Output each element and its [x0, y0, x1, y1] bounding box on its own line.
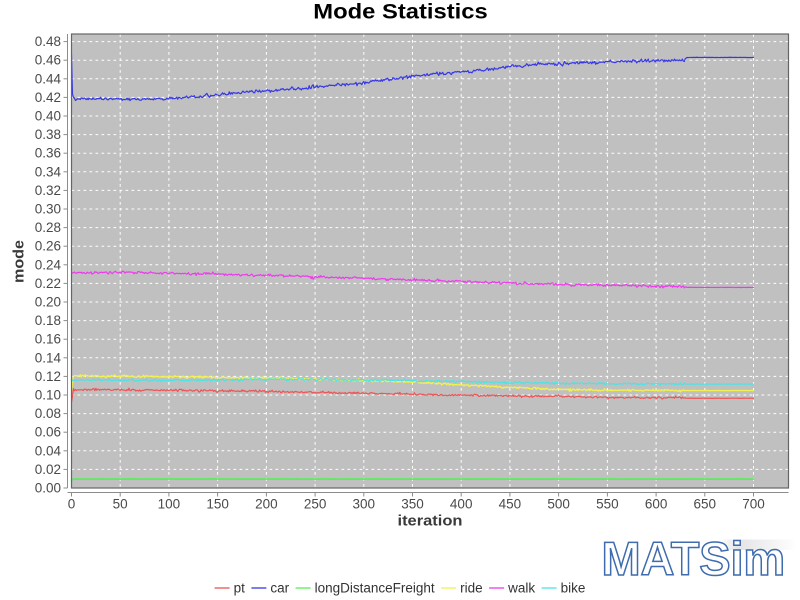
svg-text:walk: walk [507, 581, 535, 596]
svg-text:650: 650 [694, 497, 717, 512]
svg-text:700: 700 [742, 497, 765, 512]
svg-text:0.48: 0.48 [35, 34, 61, 49]
svg-text:450: 450 [499, 497, 522, 512]
svg-text:car: car [270, 581, 289, 596]
svg-text:Mode Statistics: Mode Statistics [313, 0, 488, 24]
svg-text:0.02: 0.02 [35, 462, 61, 477]
svg-text:mode: mode [11, 240, 28, 283]
svg-text:longDistanceFreight: longDistanceFreight [315, 581, 435, 596]
svg-text:600: 600 [645, 497, 668, 512]
svg-text:500: 500 [547, 497, 570, 512]
svg-text:0.16: 0.16 [35, 332, 61, 347]
svg-text:50: 50 [113, 497, 128, 512]
svg-text:250: 250 [304, 497, 327, 512]
svg-text:0.14: 0.14 [35, 350, 62, 365]
svg-text:0.00: 0.00 [35, 481, 61, 496]
svg-text:0.40: 0.40 [35, 109, 61, 124]
svg-text:0.04: 0.04 [35, 443, 62, 458]
svg-text:100: 100 [158, 497, 181, 512]
svg-text:0.44: 0.44 [35, 71, 62, 86]
svg-text:0.38: 0.38 [35, 127, 61, 142]
svg-text:0.20: 0.20 [35, 295, 61, 310]
svg-text:0.46: 0.46 [35, 53, 61, 68]
svg-text:0.32: 0.32 [35, 183, 61, 198]
svg-text:0.22: 0.22 [35, 276, 61, 291]
svg-text:iteration: iteration [398, 513, 463, 530]
svg-text:0.24: 0.24 [35, 257, 62, 272]
svg-text:ride: ride [460, 581, 483, 596]
svg-text:bike: bike [561, 581, 586, 596]
svg-text:0: 0 [68, 497, 76, 512]
svg-text:0.36: 0.36 [35, 146, 61, 161]
svg-text:0.30: 0.30 [35, 202, 61, 217]
svg-text:0.08: 0.08 [35, 406, 61, 421]
svg-text:pt: pt [234, 581, 246, 596]
svg-text:0.06: 0.06 [35, 425, 61, 440]
svg-text:200: 200 [255, 497, 278, 512]
svg-text:0.26: 0.26 [35, 239, 61, 254]
svg-text:150: 150 [206, 497, 229, 512]
svg-text:MATSim: MATSim [602, 532, 785, 585]
svg-text:550: 550 [596, 497, 619, 512]
svg-text:300: 300 [353, 497, 376, 512]
svg-text:0.18: 0.18 [35, 313, 61, 328]
svg-text:350: 350 [401, 497, 424, 512]
svg-text:0.10: 0.10 [35, 388, 61, 403]
svg-text:0.12: 0.12 [35, 369, 61, 384]
svg-text:0.28: 0.28 [35, 220, 61, 235]
svg-text:400: 400 [450, 497, 473, 512]
svg-text:0.42: 0.42 [35, 90, 61, 105]
svg-text:0.34: 0.34 [35, 164, 62, 179]
